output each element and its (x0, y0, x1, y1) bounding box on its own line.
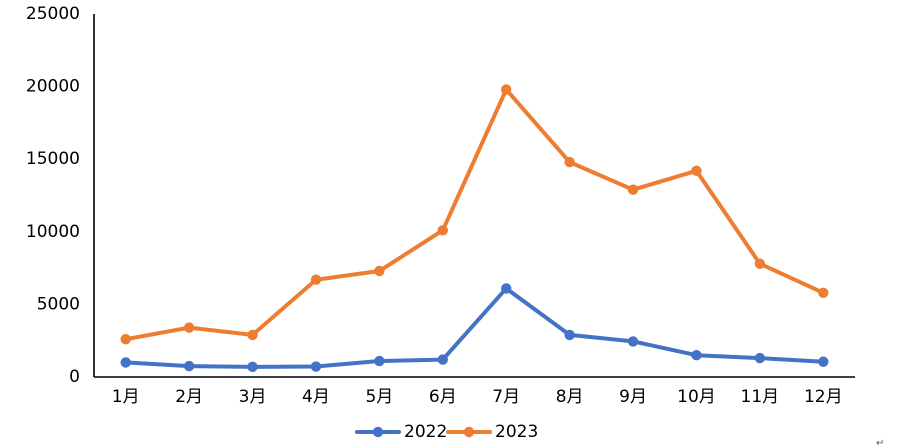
data-point (247, 361, 258, 373)
x-tick-label: 12月 (804, 387, 843, 407)
data-point (818, 356, 829, 367)
data-point (374, 265, 385, 277)
series-line (123, 286, 826, 369)
y-tick-label: 20000 (26, 77, 80, 97)
y-tick-label: 25000 (26, 4, 80, 24)
data-point (564, 156, 575, 168)
data-point (691, 350, 702, 361)
data-point (437, 354, 448, 365)
series-group (120, 84, 829, 373)
data-point (501, 84, 512, 95)
y-tick-label: 10000 (26, 222, 80, 242)
y-tick-label: 5000 (37, 294, 80, 314)
data-point (374, 355, 385, 367)
legend-label: 2023 (495, 422, 538, 442)
return-mark: ↵ (876, 438, 884, 448)
data-point (754, 258, 766, 269)
x-tick-label: 10月 (677, 387, 716, 407)
x-tick-label: 5月 (365, 387, 393, 407)
data-point (120, 357, 131, 368)
data-point (818, 287, 829, 298)
legend-item: 2023 (446, 422, 538, 442)
x-tick-label: 6月 (429, 387, 457, 407)
x-tick-label: 9月 (619, 387, 647, 407)
data-point (627, 184, 639, 195)
x-tick-label: 8月 (556, 387, 584, 407)
y-tick-label: 15000 (26, 149, 80, 169)
x-axis-ticks: 1月 2月 3月 4月 5月 6月 7月 8月 9月 10月 11月 12月 (112, 387, 843, 407)
x-tick-label: 3月 (239, 387, 267, 407)
data-point (564, 329, 575, 341)
data-point (310, 361, 322, 372)
legend-swatch-marker (463, 426, 475, 438)
data-point (120, 334, 131, 345)
data-point (437, 225, 448, 236)
x-tick-label: 2月 (175, 387, 203, 407)
series-2023 (120, 84, 829, 345)
x-tick-label: 11月 (741, 387, 780, 407)
y-tick-label: 0 (69, 367, 80, 387)
y-axis-ticks: 0 5000 10000 15000 20000 25000 (26, 4, 80, 387)
data-point (691, 165, 702, 177)
legend-item: 2022 (355, 422, 447, 442)
series-line (123, 87, 826, 342)
series-2022 (120, 283, 829, 373)
data-point (754, 352, 766, 364)
data-point (627, 336, 639, 347)
x-tick-label: 7月 (492, 387, 520, 407)
x-tick-label: 4月 (302, 387, 330, 407)
x-tick-label: 1月 (112, 387, 140, 407)
data-point (310, 274, 322, 285)
data-point (183, 322, 195, 333)
data-point (247, 329, 258, 341)
legend-swatch-marker (372, 426, 384, 438)
legend: 2022 2023 (355, 422, 538, 442)
data-point (501, 283, 512, 294)
data-point (183, 360, 195, 372)
legend-label: 2022 (404, 422, 447, 442)
